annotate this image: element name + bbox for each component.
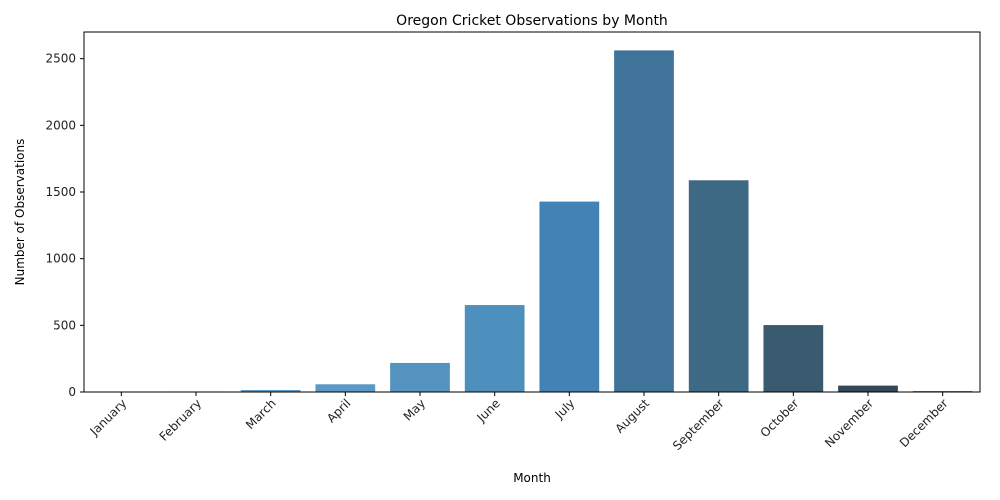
x-tick-label-march: March xyxy=(243,396,279,432)
x-axis-label: Month xyxy=(513,471,551,485)
x-tick-label-april: April xyxy=(324,396,353,425)
bar-march xyxy=(240,390,301,392)
y-tick-label-2500: 2500 xyxy=(45,52,76,66)
x-tick-label-october: October xyxy=(758,396,802,440)
x-tick-label-december: December xyxy=(897,396,951,450)
chart-title: Oregon Cricket Observations by Month xyxy=(396,13,668,29)
plot-frame xyxy=(83,31,981,393)
x-tick-label-february: February xyxy=(157,396,205,444)
bar-july xyxy=(539,201,600,392)
x-tick-label-september: September xyxy=(670,396,727,453)
bar-november xyxy=(838,385,898,392)
y-tick-label-1500: 1500 xyxy=(45,185,76,199)
bar-august xyxy=(614,50,674,393)
bar-april xyxy=(315,384,376,392)
x-tick-label-august: August xyxy=(613,396,653,436)
y-axis: 0 500 1000 1500 2000 2500 xyxy=(45,52,84,399)
x-axis: January February March April May June July Augu… xyxy=(87,392,951,453)
bar-september xyxy=(688,180,749,392)
bar-june xyxy=(464,305,525,392)
bars-group xyxy=(91,50,973,393)
bar-may xyxy=(390,362,450,392)
x-tick-label-may: May xyxy=(401,396,428,423)
x-tick-label-november: November xyxy=(822,396,876,450)
x-tick-label-june: June xyxy=(474,396,503,425)
y-tick-label-2000: 2000 xyxy=(45,118,76,132)
y-tick-label-500: 500 xyxy=(53,318,76,332)
y-axis-label: Number of Observations xyxy=(13,139,27,286)
y-tick-label-0: 0 xyxy=(68,385,76,399)
x-tick-label-january: January xyxy=(87,396,130,439)
y-tick-label-1000: 1000 xyxy=(45,252,76,266)
x-tick-label-july: July xyxy=(552,396,578,422)
bar-october xyxy=(763,325,824,392)
